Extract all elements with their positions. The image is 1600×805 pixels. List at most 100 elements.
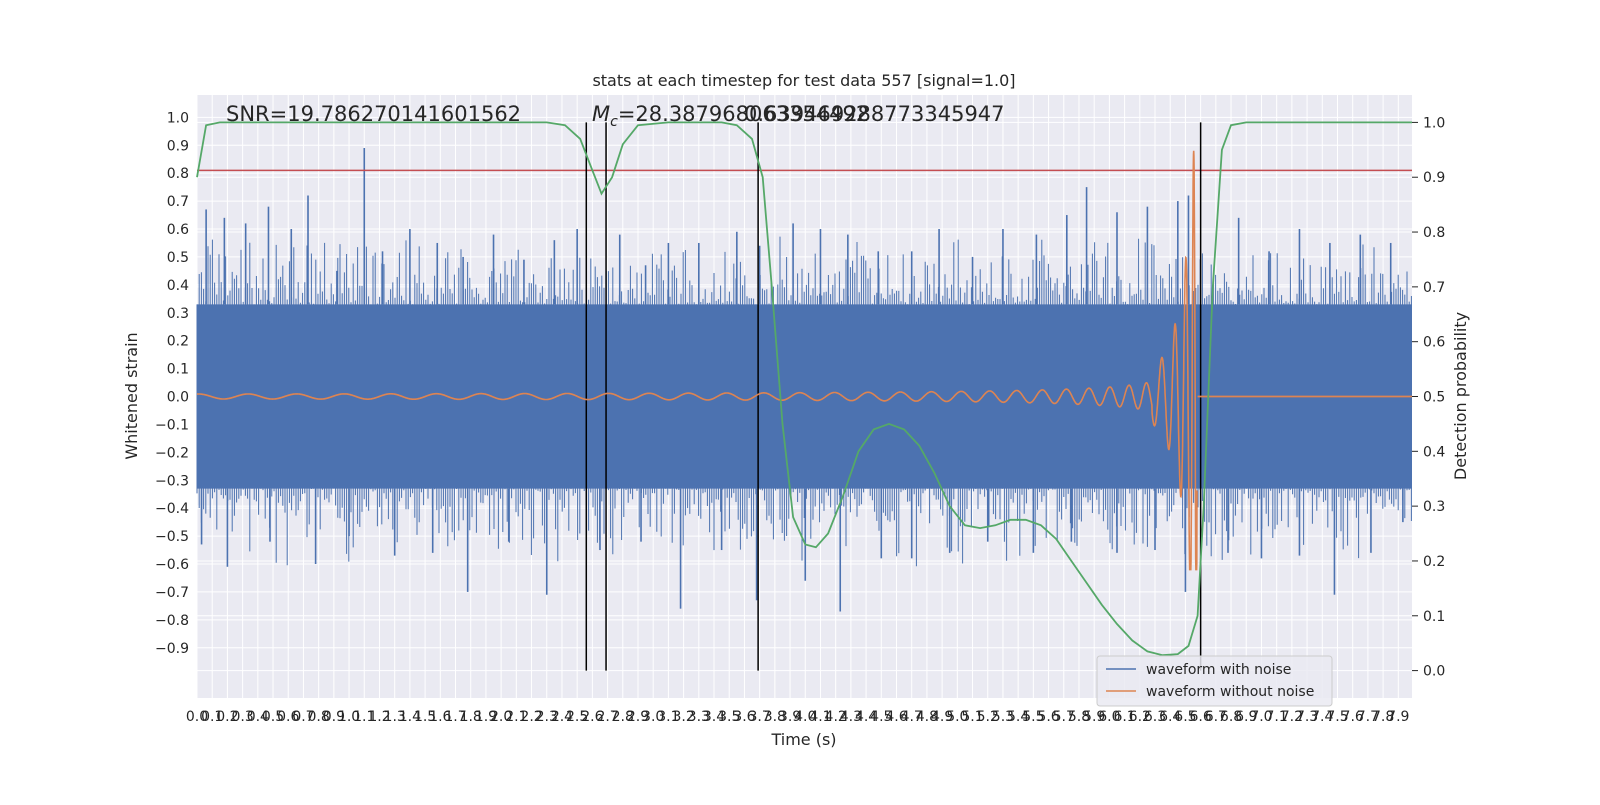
x-tick-label: 4.7 — [901, 709, 923, 725]
x-tick-label: 6.9 — [1235, 709, 1257, 725]
snr-annotation: SNR=19.786270141601562 — [226, 102, 521, 126]
noise-fine-structure — [196, 236, 1412, 567]
x-tick-label: 6.0 — [1098, 709, 1120, 725]
x-tick-label: 3.2 — [672, 709, 694, 725]
y-tick-label: 0.7 — [167, 194, 189, 210]
x-tick-label: 7.2 — [1281, 709, 1303, 725]
x-tick-label: 0.0 — [186, 709, 208, 725]
x-tick-label: 6.2 — [1129, 709, 1151, 725]
y-tick-label: 0.5 — [167, 250, 189, 266]
x-tick-label: 4.3 — [840, 709, 862, 725]
x-tick-label: 3.4 — [703, 709, 725, 725]
chart-title: stats at each timestep for test data 557… — [592, 71, 1015, 90]
x-tick-label: 3.0 — [642, 709, 664, 725]
x-tick-label: 5.8 — [1068, 709, 1090, 725]
x-tick-label: 2.3 — [536, 709, 558, 725]
y-tick-label: 0.1 — [167, 362, 189, 378]
y2-tick-label: 0.1 — [1423, 609, 1445, 625]
x-tick-label: 6.5 — [1174, 709, 1196, 725]
chirp-mass-subscript: c — [610, 114, 618, 130]
y-tick-label: 0.2 — [167, 334, 189, 350]
x-tick-label: 1.3 — [384, 709, 406, 725]
x-tick-label: 1.7 — [444, 709, 466, 725]
x-tick-label: 6.1 — [1113, 709, 1135, 725]
legend-clean-label: waveform without noise — [1146, 684, 1314, 700]
detection-probability-series — [196, 121, 1412, 657]
y-axis-label: Whitened strain — [122, 332, 141, 459]
y2-tick-label: 0.6 — [1423, 335, 1445, 351]
x-tick-label: 1.6 — [429, 709, 451, 725]
x-axis-label: Time (s) — [770, 730, 836, 749]
y-tick-label: −0.4 — [155, 501, 189, 517]
x-tick-label: 7.5 — [1326, 709, 1348, 725]
x-tick-label: 6.3 — [1144, 709, 1166, 725]
x-tick-label: 5.7 — [1053, 709, 1075, 725]
y2-tick-label: 0.9 — [1423, 170, 1445, 186]
x-tick-label: 5.2 — [977, 709, 999, 725]
x-tick-label: 1.8 — [460, 709, 482, 725]
x-tick-label: 7.9 — [1387, 709, 1409, 725]
x-tick-label: 7.4 — [1311, 709, 1333, 725]
x-tick-label: 1.9 — [475, 709, 497, 725]
x-tick-label: 5.1 — [961, 709, 983, 725]
x-tick-label: 0.6 — [277, 709, 299, 725]
y-tick-label: −0.3 — [155, 473, 189, 489]
y-tick-label: 0.4 — [167, 278, 189, 294]
noisy-waveform-series — [196, 148, 1412, 612]
y-tick-label: −0.8 — [155, 613, 189, 629]
x-tick-label: 3.6 — [733, 709, 755, 725]
clean-waveform-series — [196, 150, 1412, 571]
x-tick-label: 3.1 — [657, 709, 679, 725]
y2-tick-label: 0.3 — [1423, 499, 1445, 515]
legend: waveform with noise waveform without noi… — [1096, 655, 1333, 707]
y2-tick-label: 0.5 — [1423, 390, 1445, 406]
y-tick-label: −0.1 — [155, 417, 189, 433]
detection-probability-line — [196, 121, 1412, 657]
x-tick-label: 4.2 — [825, 709, 847, 725]
x-tick-label: 4.1 — [809, 709, 831, 725]
chirp-mass-value: =28.387968063354492 — [618, 102, 869, 126]
y2-axis-label: Detection probability — [1451, 312, 1470, 480]
x-tick-label: 5.0 — [946, 709, 968, 725]
x-tick-label: 1.5 — [414, 709, 436, 725]
chirp-mass-symbol: M — [592, 102, 610, 126]
y2-tick-label: 0.7 — [1423, 280, 1445, 296]
x-tick-label: 4.0 — [794, 709, 816, 725]
x-tick-label: 4.4 — [855, 709, 877, 725]
y-tick-label: 0.9 — [167, 138, 189, 154]
y-tick-label: 0.6 — [167, 222, 189, 238]
x-tick-label: 1.2 — [368, 709, 390, 725]
x-tick-label: 3.9 — [779, 709, 801, 725]
x-tick-label: 3.3 — [688, 709, 710, 725]
y2-tick-label: 0.0 — [1423, 664, 1445, 680]
x-tick-label: 2.0 — [490, 709, 512, 725]
x-tick-label: 6.6 — [1189, 709, 1211, 725]
y-tick-label: −0.2 — [155, 445, 189, 461]
x-tick-label: 2.5 — [566, 709, 588, 725]
x-tick-label: 7.1 — [1266, 709, 1288, 725]
y-tick-label: −0.9 — [155, 641, 189, 657]
y-tick-label: 0.3 — [167, 306, 189, 322]
x-tick-label: 7.0 — [1250, 709, 1272, 725]
x-tick-label: 1.1 — [353, 709, 375, 725]
y-tick-label: −0.6 — [155, 557, 189, 573]
x-tick-label: 7.6 — [1342, 709, 1364, 725]
x-tick-label: 6.8 — [1220, 709, 1242, 725]
x-tick-label: 5.3 — [992, 709, 1014, 725]
y2-tick-label: 0.8 — [1423, 225, 1445, 241]
y-tick-label: 0.8 — [167, 166, 189, 182]
x-tick-label: 0.5 — [262, 709, 284, 725]
overlap-annotation: 0.639469288773345947 — [744, 102, 1005, 126]
x-tick-label: 0.4 — [247, 709, 269, 725]
x-tick-label: 7.8 — [1372, 709, 1394, 725]
x-tick-label: 3.5 — [718, 709, 740, 725]
x-tick-label: 0.2 — [216, 709, 238, 725]
x-tick-label: 7.3 — [1296, 709, 1318, 725]
x-tick-label: 4.5 — [870, 709, 892, 725]
x-tick-label: 2.8 — [612, 709, 634, 725]
x-tick-label: 1.0 — [338, 709, 360, 725]
x-tick-label: 0.7 — [292, 709, 314, 725]
x-tick-label: 0.9 — [323, 709, 345, 725]
